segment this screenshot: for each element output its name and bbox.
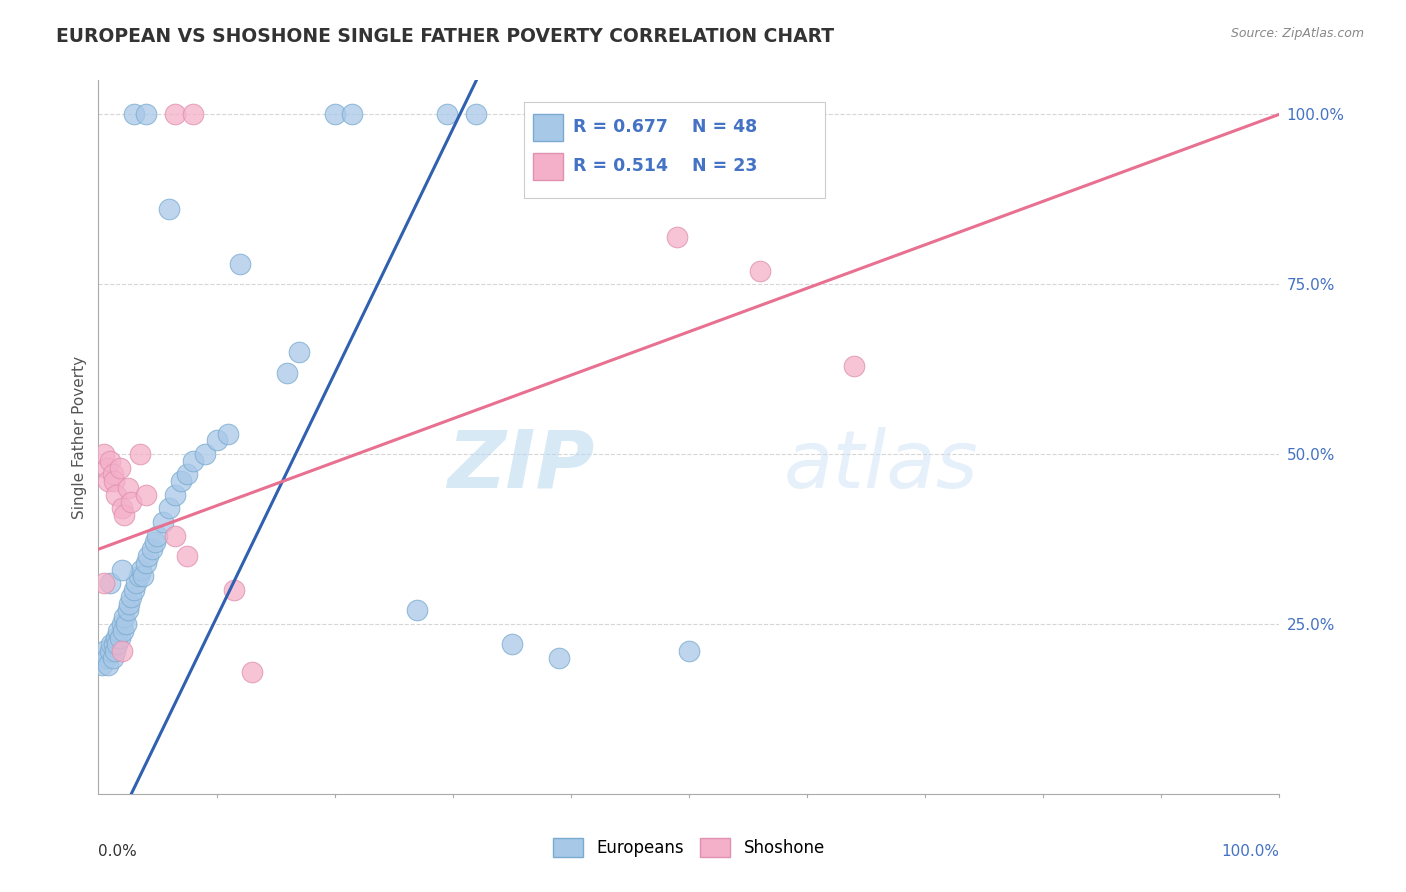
Point bbox=[465, 107, 488, 121]
Point bbox=[678, 120, 700, 135]
Point bbox=[97, 657, 120, 672]
Point bbox=[136, 549, 159, 563]
Point bbox=[152, 515, 174, 529]
Point bbox=[501, 637, 523, 651]
Point bbox=[91, 657, 114, 672]
Point bbox=[105, 488, 128, 502]
Point bbox=[111, 644, 134, 658]
Point bbox=[205, 434, 228, 448]
Point bbox=[93, 447, 115, 461]
Point bbox=[108, 631, 131, 645]
Text: EUROPEAN VS SHOSHONE SINGLE FATHER POVERTY CORRELATION CHART: EUROPEAN VS SHOSHONE SINGLE FATHER POVER… bbox=[56, 27, 834, 45]
Point bbox=[342, 107, 364, 121]
Point bbox=[548, 651, 571, 665]
FancyBboxPatch shape bbox=[523, 102, 825, 198]
Point bbox=[165, 107, 187, 121]
Point bbox=[141, 542, 163, 557]
Text: 0.0%: 0.0% bbox=[98, 844, 138, 859]
Point bbox=[93, 576, 115, 591]
Point bbox=[111, 563, 134, 577]
Point bbox=[595, 107, 617, 121]
Text: atlas: atlas bbox=[783, 426, 979, 505]
Point bbox=[112, 624, 135, 638]
Point bbox=[96, 460, 118, 475]
Point bbox=[135, 488, 157, 502]
Point bbox=[181, 107, 204, 121]
Point bbox=[229, 257, 252, 271]
Point bbox=[194, 447, 217, 461]
Text: ZIP: ZIP bbox=[447, 426, 595, 505]
Point bbox=[103, 475, 125, 489]
Point bbox=[97, 475, 120, 489]
Point bbox=[112, 508, 135, 523]
Point bbox=[165, 528, 187, 542]
Point bbox=[125, 576, 148, 591]
Point bbox=[666, 229, 689, 244]
Text: Source: ZipAtlas.com: Source: ZipAtlas.com bbox=[1230, 27, 1364, 40]
Legend: Europeans, Shoshone: Europeans, Shoshone bbox=[546, 831, 832, 864]
Point bbox=[117, 481, 139, 495]
Point bbox=[288, 345, 311, 359]
Point bbox=[96, 651, 118, 665]
Bar bbox=[533, 153, 562, 180]
Point bbox=[98, 644, 121, 658]
Point bbox=[103, 637, 125, 651]
Point bbox=[122, 107, 145, 121]
Point bbox=[98, 454, 121, 468]
Point bbox=[104, 644, 127, 658]
Point bbox=[276, 366, 298, 380]
Point bbox=[135, 107, 157, 121]
Point bbox=[112, 610, 135, 624]
Y-axis label: Single Father Poverty: Single Father Poverty bbox=[72, 356, 87, 518]
Point bbox=[101, 651, 124, 665]
Point bbox=[132, 569, 155, 583]
Text: R = 0.677    N = 48: R = 0.677 N = 48 bbox=[574, 119, 758, 136]
Point bbox=[436, 107, 458, 121]
Point bbox=[121, 494, 143, 508]
Point bbox=[323, 107, 346, 121]
Point bbox=[844, 359, 866, 373]
Point bbox=[108, 460, 131, 475]
Point bbox=[536, 107, 558, 121]
Point bbox=[176, 549, 198, 563]
Point bbox=[240, 665, 263, 679]
Point bbox=[143, 535, 166, 549]
Point bbox=[181, 454, 204, 468]
Point bbox=[117, 603, 139, 617]
Point bbox=[406, 603, 429, 617]
Point bbox=[135, 556, 157, 570]
Point bbox=[118, 597, 141, 611]
Point bbox=[100, 637, 122, 651]
Point bbox=[111, 617, 134, 632]
Point bbox=[217, 426, 239, 441]
Point bbox=[98, 576, 121, 591]
Point bbox=[146, 528, 169, 542]
Point bbox=[748, 263, 770, 277]
Point bbox=[105, 637, 128, 651]
Text: 100.0%: 100.0% bbox=[1222, 844, 1279, 859]
Point bbox=[170, 475, 193, 489]
Point bbox=[128, 569, 150, 583]
Point bbox=[121, 590, 143, 604]
Bar bbox=[533, 114, 562, 141]
Point bbox=[93, 644, 115, 658]
Point bbox=[157, 501, 180, 516]
Point bbox=[165, 488, 187, 502]
Point bbox=[107, 624, 129, 638]
Point bbox=[157, 202, 180, 217]
Text: R = 0.514    N = 23: R = 0.514 N = 23 bbox=[574, 157, 758, 175]
Point bbox=[678, 644, 700, 658]
Point bbox=[128, 447, 150, 461]
Point bbox=[111, 501, 134, 516]
Point bbox=[122, 582, 145, 597]
Point bbox=[129, 563, 152, 577]
Point bbox=[114, 617, 136, 632]
Point bbox=[224, 582, 246, 597]
Point bbox=[105, 631, 128, 645]
Point bbox=[176, 467, 198, 482]
Point bbox=[101, 467, 124, 482]
